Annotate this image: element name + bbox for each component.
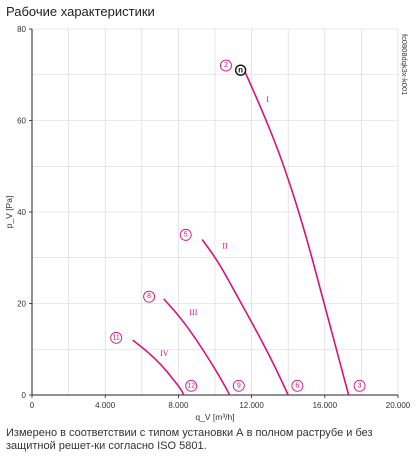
point-marker-circle bbox=[291, 379, 304, 392]
y-axis-label: p_V [Pa] bbox=[4, 196, 14, 229]
curve-label-I: I bbox=[266, 95, 269, 104]
point-marker-2: 2 bbox=[220, 59, 232, 72]
curve-label-II: II bbox=[222, 242, 228, 251]
curve-I bbox=[243, 69, 350, 396]
x-axis-label: q_V [m³/h] bbox=[195, 412, 234, 422]
chart-code: fc0808dqk3x-k001 bbox=[400, 34, 409, 95]
grid-lines bbox=[31, 28, 399, 396]
performance-chart: 0 4.000 8.000 12.000 16.000 20.000 0 20 40 60 80 I… bbox=[4, 25, 411, 422]
operating-point-label: n bbox=[238, 66, 243, 75]
point-marker-number: 12 bbox=[187, 382, 195, 389]
point-marker-circle bbox=[220, 59, 232, 72]
point-marker-circle bbox=[179, 228, 192, 241]
y-tick-label: 60 bbox=[17, 117, 26, 126]
operating-point-circle bbox=[234, 64, 247, 76]
point-marker-3: 3 bbox=[353, 379, 366, 392]
x-tick-label: 4.000 bbox=[95, 401, 116, 410]
y-tick-label: 0 bbox=[22, 391, 27, 400]
point-marker-number: 3 bbox=[358, 382, 362, 389]
point-marker-12: 12 bbox=[185, 379, 198, 392]
curve-II bbox=[201, 239, 289, 396]
point-marker-9: 9 bbox=[232, 379, 245, 392]
point-marker-number: 5 bbox=[184, 231, 188, 238]
x-tick-label: 16.000 bbox=[313, 401, 338, 410]
point-marker-6: 6 bbox=[291, 379, 304, 392]
curve-label-IV: IV bbox=[160, 349, 169, 358]
y-tick-label: 20 bbox=[17, 300, 26, 309]
page-title: Рабочие характеристики bbox=[6, 4, 155, 19]
point-marker-circle bbox=[143, 290, 156, 303]
tick-labels: 0 4.000 8.000 12.000 16.000 20.000 0 20 40 60 80 bbox=[17, 25, 411, 410]
point-marker-11: 11 bbox=[110, 331, 123, 344]
point-marker-number: 2 bbox=[224, 62, 228, 69]
point-marker-number: 8 bbox=[147, 293, 151, 300]
characteristic-curves bbox=[132, 69, 350, 396]
x-tick-label: 0 bbox=[30, 401, 35, 410]
point-marker-number: 6 bbox=[295, 382, 299, 389]
point-marker-circle bbox=[110, 331, 123, 344]
point-marker-circle bbox=[185, 379, 198, 392]
curve-III bbox=[163, 298, 231, 396]
point-markers: 2 5 8 11 12 9 6 3 n bbox=[110, 59, 366, 392]
x-tick-label: 8.000 bbox=[168, 401, 189, 410]
point-marker-number: 11 bbox=[113, 334, 120, 341]
point-marker-circle bbox=[353, 379, 366, 392]
curve-label-III: III bbox=[189, 308, 197, 317]
point-marker-8: 8 bbox=[143, 290, 156, 303]
operating-point-marker: n bbox=[234, 64, 247, 76]
x-tick-label: 20.000 bbox=[386, 401, 411, 410]
point-marker-circle bbox=[232, 379, 245, 392]
measurement-note: Измерено в соответствии с типом установк… bbox=[6, 427, 373, 452]
y-tick-label: 80 bbox=[17, 25, 26, 34]
point-marker-number: 9 bbox=[237, 382, 241, 389]
curve-IV bbox=[132, 339, 185, 396]
point-marker-5: 5 bbox=[179, 228, 192, 241]
y-tick-label: 40 bbox=[17, 208, 26, 217]
x-tick-label: 12.000 bbox=[239, 401, 264, 410]
